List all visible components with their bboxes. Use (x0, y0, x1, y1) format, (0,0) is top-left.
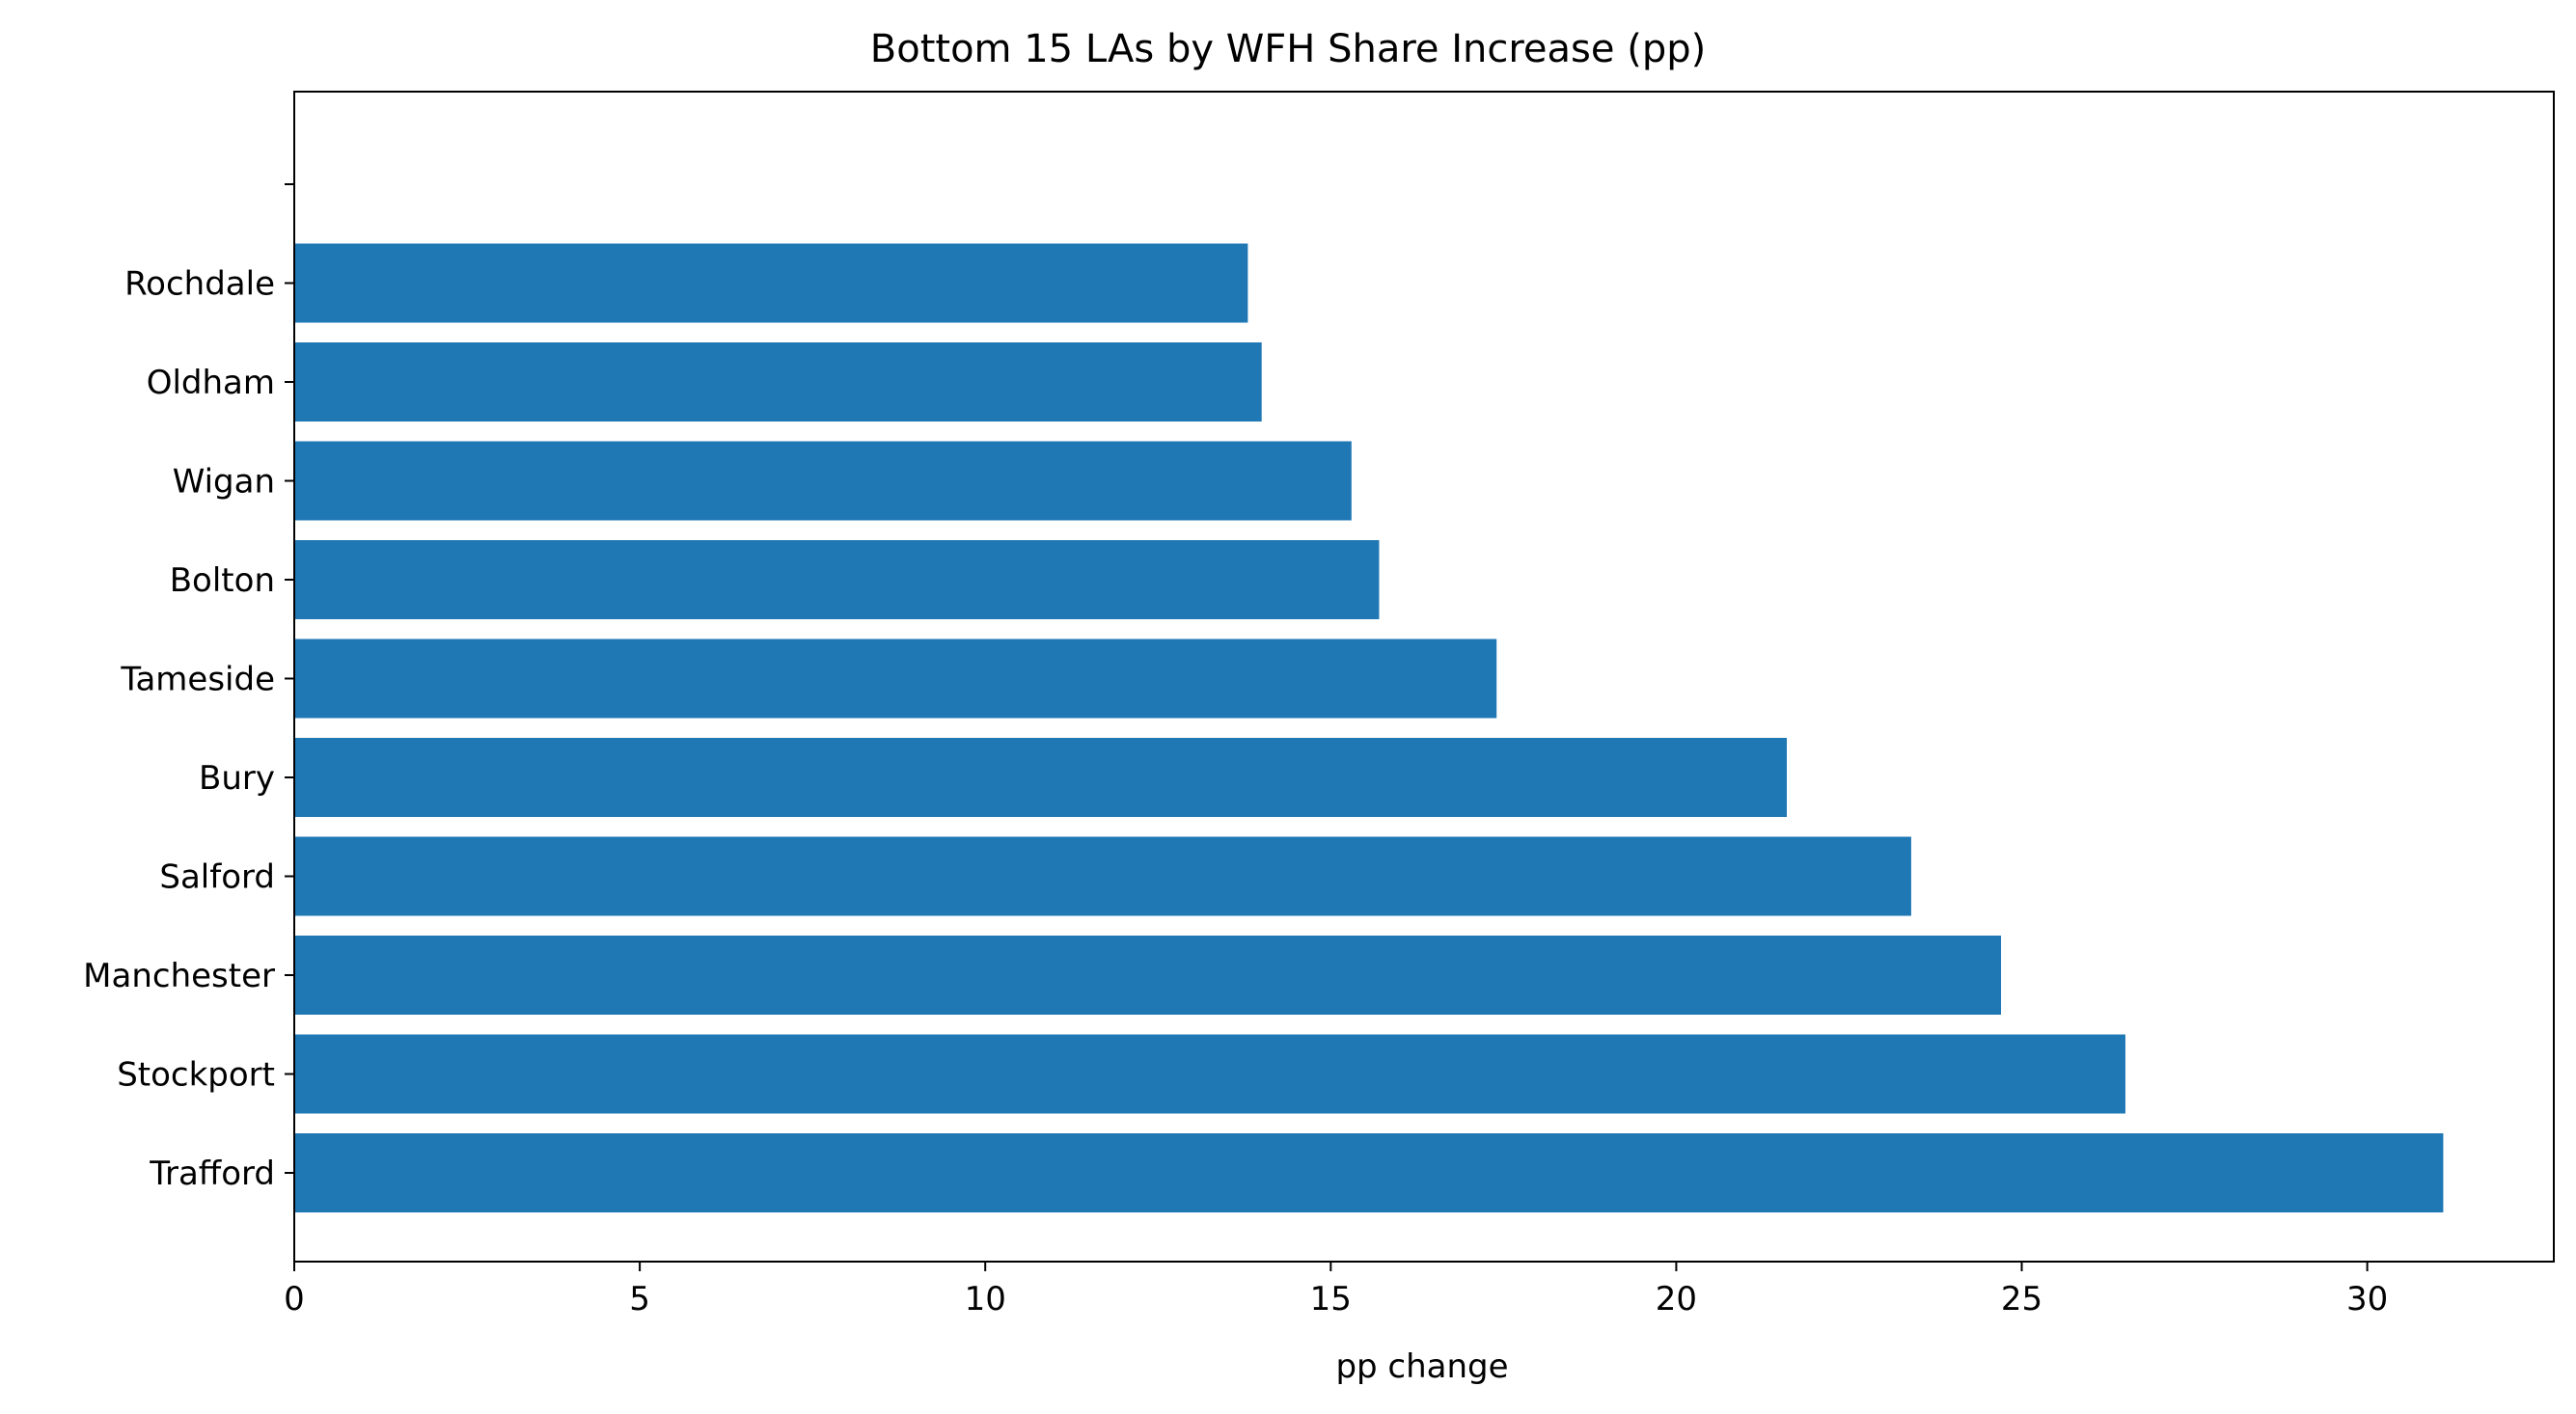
bar-rochdale (294, 243, 1248, 323)
bar-stockport (294, 1034, 2125, 1114)
bar-wigan (294, 441, 1352, 521)
x-tick-label: 20 (1656, 1280, 1697, 1319)
y-tick-label: Rochdale (124, 265, 275, 304)
x-tick-label: 5 (629, 1280, 650, 1319)
x-tick-label: 25 (2001, 1280, 2042, 1319)
y-tick-label: Salford (159, 858, 275, 897)
x-tick-label: 30 (2346, 1280, 2388, 1319)
y-tick-label: Wigan (173, 463, 275, 502)
chart-title: Bottom 15 LAs by WFH Share Increase (pp) (870, 27, 1706, 71)
bar-trafford (294, 1133, 2444, 1212)
y-tick-label: Oldham (147, 364, 275, 402)
y-axis-ticks: Trafford Stockport Manchester Salford Bury Ta… (83, 183, 294, 1193)
bar-oldham (294, 342, 1262, 421)
bar-bolton (294, 540, 1380, 619)
y-tick-label: Bolton (170, 561, 275, 600)
y-tick-label: Stockport (117, 1056, 275, 1095)
x-tick-label: 15 (1310, 1280, 1352, 1319)
y-tick-label: Bury (199, 759, 275, 798)
y-tick-label: Manchester (83, 957, 275, 995)
bars-group (294, 243, 2444, 1212)
x-axis-label: pp change (1335, 1347, 1508, 1386)
x-axis-ticks: 0 5 10 15 20 25 30 (284, 1262, 2388, 1319)
x-tick-label: 0 (284, 1280, 305, 1319)
plot-frame (293, 91, 2555, 1263)
x-tick-label: 10 (965, 1280, 1006, 1319)
bar-manchester (294, 936, 2002, 1015)
y-tick-label: Trafford (149, 1155, 275, 1193)
bar-bury (294, 738, 1788, 817)
y-tick-label: Tameside (120, 661, 275, 699)
bar-tameside (294, 639, 1497, 719)
bar-salford (294, 836, 1911, 916)
